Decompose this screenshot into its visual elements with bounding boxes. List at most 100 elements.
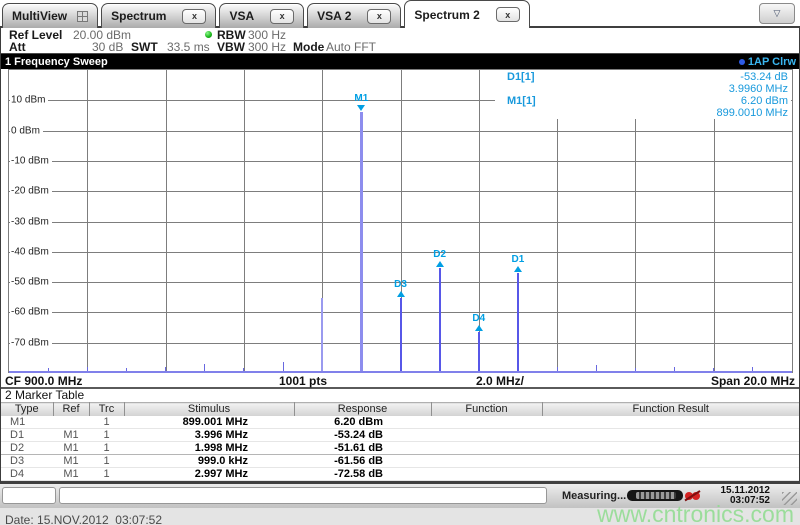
trace-peak [125, 368, 127, 373]
cell-trc: 1 [89, 416, 124, 429]
tab-vsa-2[interactable]: VSA 2 x [307, 3, 402, 28]
cell-stimulus: 899.001 MHz [124, 416, 294, 429]
column-header-function: Function [431, 402, 543, 416]
cell-ref: M1 [53, 454, 89, 468]
column-header-trc: Trc [89, 402, 125, 416]
table-row[interactable]: D1 M1 1 3.996 MHz -53.24 dB [1, 428, 799, 442]
y-axis-label: 10 dBm [10, 94, 49, 106]
trace-dot-icon [738, 58, 745, 65]
trace-peak [674, 366, 676, 373]
cell-function [431, 441, 542, 455]
tab-multiview[interactable]: MultiView [2, 3, 99, 28]
table-row[interactable]: M1 1 899.001 MHz 6.20 dBm [1, 416, 799, 429]
span-label[interactable]: Span 20.0 MHz [710, 374, 795, 388]
gridline [557, 70, 559, 373]
cell-response: -72.58 dB [294, 467, 431, 481]
status-date: 15.11.2012 [720, 485, 771, 496]
tab-spectrum-2[interactable]: Spectrum 2 x [404, 0, 530, 28]
vbw-value[interactable]: 300 Hz [248, 40, 287, 54]
marker-d2-icon[interactable] [435, 261, 444, 268]
multiview-grid-icon [77, 10, 89, 22]
tab-close-button[interactable]: x [495, 7, 520, 22]
cell-trc: 1 [89, 441, 124, 455]
trace-peak [359, 111, 363, 373]
tab-list-dropdown-button[interactable]: ▽ [759, 3, 795, 24]
swt-label[interactable]: SWT [131, 40, 158, 54]
trace-peak [595, 365, 597, 373]
rbw-label[interactable]: RBW [217, 28, 246, 42]
footer-date-line: Date: 15.NOV.2012 03:07:52 [5, 513, 163, 525]
trace-legend-label: 1AP Clrw [747, 55, 796, 68]
marker-d1-label: D1 [511, 254, 525, 266]
cell-stimulus: 3.996 MHz [124, 428, 294, 442]
vbw-label[interactable]: VBW [217, 40, 245, 54]
cell-function_result [542, 428, 799, 442]
y-axis-label: -50 dBm [10, 276, 52, 288]
tab-close-button[interactable]: x [270, 8, 295, 24]
cell-function_result [542, 454, 799, 468]
cell-ref: M1 [53, 428, 89, 442]
marker-readout-row: 899.0010 MHz [507, 107, 788, 119]
tab-close-button[interactable]: x [182, 8, 207, 24]
ref-level-label[interactable]: Ref Level [9, 28, 63, 42]
tab-spectrum[interactable]: Spectrum x [101, 3, 217, 28]
cell-ref: M1 [53, 441, 89, 455]
rbw-value[interactable]: 300 Hz [248, 28, 287, 42]
status-field-left[interactable] [2, 487, 56, 504]
marker-readout-label: M1[1] [507, 95, 536, 107]
gridline [478, 70, 480, 373]
sweep-points-label: 1001 pts [279, 374, 328, 388]
trace-peak [477, 331, 480, 373]
center-frequency-label[interactable]: CF 900.0 MHz [5, 374, 83, 388]
cell-ref: M1 [53, 467, 89, 481]
table-row[interactable]: D4 M1 1 2.997 MHz -72.58 dB [1, 467, 799, 481]
trace-peak [86, 366, 88, 373]
gridline [9, 282, 792, 284]
cell-function_result [542, 467, 799, 481]
spectrum-grid: 10 dBm 0 dBm -10 dBm -20 dBm -30 dBm -40 dBm -… [8, 69, 793, 374]
marker-table-title: 2 Marker Table [1, 389, 799, 402]
marker-m1-icon[interactable] [357, 104, 366, 111]
resize-grip-icon[interactable] [782, 492, 797, 505]
ref-level-value[interactable]: 20.00 dBm [73, 28, 132, 42]
warning-icon [684, 490, 701, 502]
marker-m1-label: M1 [354, 92, 369, 104]
cell-trc: 1 [89, 467, 124, 481]
trace-peak [438, 268, 441, 373]
tab-close-button[interactable]: x [367, 8, 392, 24]
marker-d3-label: D3 [394, 279, 407, 291]
trace-noise-floor [9, 371, 792, 373]
marker-d4-icon[interactable] [474, 324, 483, 331]
column-header-response: Response [294, 402, 432, 416]
tab-label: Spectrum 2 [414, 7, 480, 22]
tab-label: Spectrum [111, 9, 167, 23]
mode-value[interactable]: Auto FFT [326, 40, 377, 54]
diagram-title-bar: 1 Frequency Sweep 1AP Clrw [1, 54, 799, 69]
att-value[interactable]: 30 dB [92, 40, 124, 54]
marker-readout-row: 3.9960 MHz [507, 83, 788, 95]
status-message-field[interactable] [59, 487, 547, 504]
settings-header: Ref Level 20.00 dBm RBW 300 Hz Att 30 dB… [0, 28, 800, 54]
att-label[interactable]: Att [9, 40, 26, 54]
cell-function [431, 416, 542, 429]
x-axis-bar: CF 900.0 MHz 1001 pts 2.0 MHz/ Span 20.0… [1, 373, 799, 389]
column-header-function-result: Function Result [542, 402, 799, 416]
rbw-coupled-led-icon [205, 31, 212, 38]
tab-label: VSA 2 [317, 9, 352, 23]
gridline [713, 70, 715, 373]
mode-label[interactable]: Mode [293, 40, 325, 54]
tab-vsa[interactable]: VSA x [219, 3, 305, 28]
tab-label: VSA [229, 9, 255, 23]
measuring-status: Measuring... [562, 490, 627, 502]
marker-d4-label: D4 [472, 312, 486, 324]
table-row[interactable]: D2 M1 1 1.998 MHz -51.61 dB [1, 441, 799, 455]
marker-d3-icon[interactable] [396, 291, 405, 298]
marker-d1-icon[interactable] [513, 266, 522, 273]
cell-function [431, 428, 542, 442]
swt-value[interactable]: 33.5 ms [167, 40, 210, 54]
marker-table: Type Ref Trc Stimulus Response Function Functi… [1, 402, 799, 481]
chevron-down-icon: ▽ [773, 8, 781, 18]
table-row[interactable]: D3 M1 1 999.0 kHz -61.56 dB [1, 454, 799, 468]
trace-peak [282, 362, 284, 373]
